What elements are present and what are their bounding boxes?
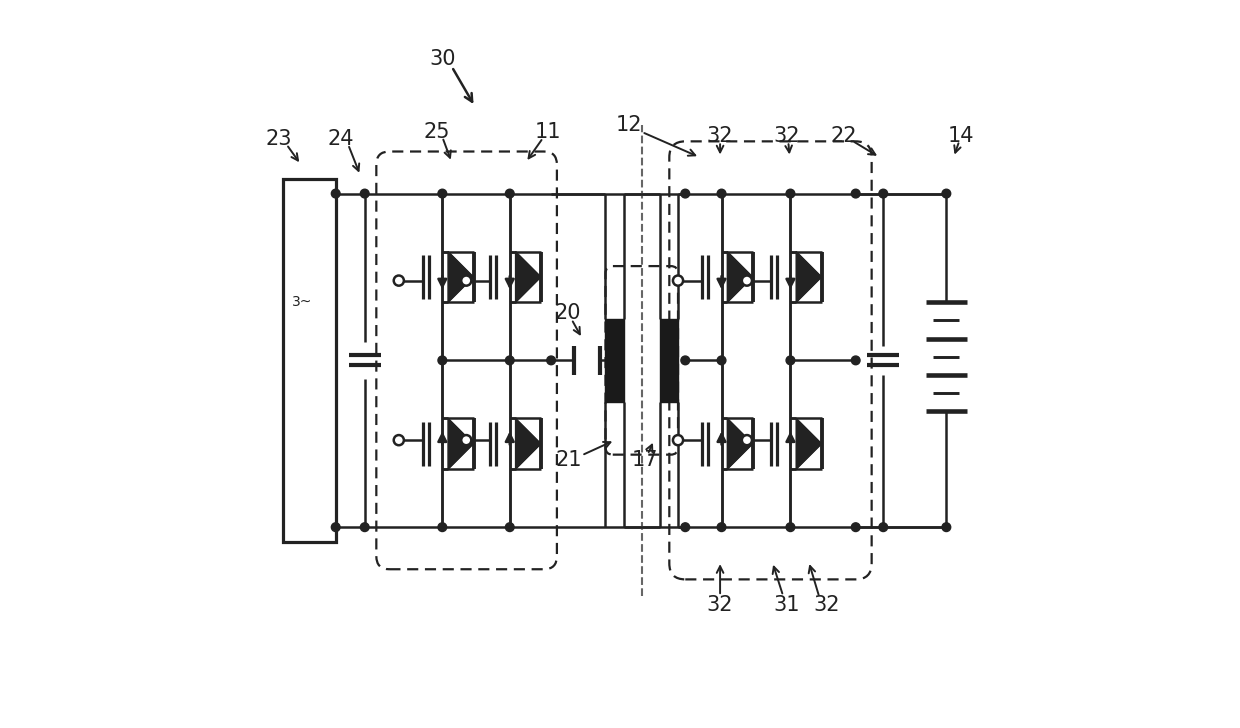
Circle shape — [742, 275, 751, 285]
Circle shape — [717, 523, 725, 531]
Circle shape — [361, 189, 370, 198]
Circle shape — [673, 435, 683, 446]
Polygon shape — [448, 252, 474, 302]
Circle shape — [717, 189, 725, 198]
Circle shape — [331, 189, 340, 198]
Polygon shape — [516, 252, 541, 302]
Circle shape — [786, 189, 795, 198]
Text: 32: 32 — [707, 595, 733, 614]
Circle shape — [673, 275, 683, 285]
Circle shape — [852, 356, 861, 365]
Polygon shape — [796, 252, 822, 302]
Circle shape — [438, 189, 446, 198]
Circle shape — [394, 435, 404, 446]
Text: 12: 12 — [615, 115, 642, 135]
Text: 31: 31 — [774, 595, 800, 614]
Text: 11: 11 — [534, 122, 560, 142]
Circle shape — [681, 356, 689, 365]
Text: 32: 32 — [707, 125, 733, 146]
Circle shape — [879, 523, 888, 531]
Circle shape — [942, 189, 951, 198]
Text: 32: 32 — [813, 595, 839, 614]
Circle shape — [394, 275, 404, 285]
Text: 22: 22 — [830, 125, 857, 146]
Bar — [660, 319, 678, 402]
Bar — [283, 179, 336, 542]
Circle shape — [786, 356, 795, 365]
Circle shape — [547, 356, 556, 365]
Polygon shape — [516, 419, 541, 469]
Circle shape — [879, 189, 888, 198]
Polygon shape — [448, 419, 474, 469]
Circle shape — [438, 523, 446, 531]
Circle shape — [506, 523, 515, 531]
Circle shape — [681, 189, 689, 198]
Text: 23: 23 — [265, 129, 293, 149]
Circle shape — [717, 356, 725, 365]
Text: 24: 24 — [327, 129, 355, 149]
Circle shape — [681, 523, 689, 531]
Text: 14: 14 — [947, 125, 975, 146]
Text: 17: 17 — [632, 450, 658, 470]
Text: 21: 21 — [556, 450, 583, 470]
Text: 25: 25 — [424, 122, 450, 142]
Circle shape — [742, 435, 751, 446]
Text: 32: 32 — [774, 125, 800, 146]
Polygon shape — [728, 252, 753, 302]
Circle shape — [461, 435, 471, 446]
Circle shape — [438, 356, 446, 365]
Circle shape — [331, 523, 340, 531]
Text: 20: 20 — [554, 304, 582, 323]
Text: 3~: 3~ — [291, 296, 311, 309]
Circle shape — [852, 523, 861, 531]
Circle shape — [852, 189, 861, 198]
Circle shape — [506, 356, 515, 365]
Text: 30: 30 — [429, 50, 455, 69]
Circle shape — [361, 523, 370, 531]
Polygon shape — [796, 419, 822, 469]
Circle shape — [461, 275, 471, 285]
Circle shape — [942, 523, 951, 531]
Circle shape — [506, 189, 515, 198]
Polygon shape — [728, 419, 753, 469]
Circle shape — [786, 523, 795, 531]
Bar — [605, 319, 624, 402]
